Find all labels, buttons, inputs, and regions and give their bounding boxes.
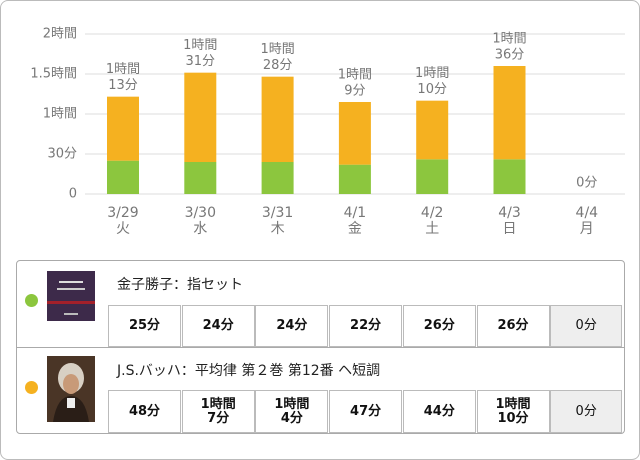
weekday-label: 木 [271, 221, 285, 237]
total-label: 1時間 [338, 68, 372, 83]
practice-table: 金子勝子：指セット 25分 24分 24分 22分 26分 26分 0分 J.S.バッハ：平… [16, 260, 625, 434]
time-cell: 25分 [108, 305, 181, 347]
weekday-label: 土 [425, 221, 439, 237]
bar-segment [416, 100, 449, 160]
time-cell: 0分 [550, 390, 623, 433]
time-cell: 24分 [255, 305, 329, 347]
y-tick-label: 1.5時間 [30, 67, 77, 82]
total-label: 0分 [576, 176, 597, 191]
total-label: 1時間 [106, 62, 140, 77]
time-cell: 26分 [402, 305, 476, 347]
total-label: 10分 [417, 82, 447, 97]
time-cell: 22分 [329, 305, 403, 347]
piece-title: 金子勝子：指セット [117, 277, 243, 293]
y-tick-label: 1時間 [43, 107, 77, 122]
x-tick-label: 4/1 [344, 205, 367, 221]
total-label: 36分 [495, 48, 525, 63]
cover-image [47, 271, 95, 321]
bar-segment [107, 96, 139, 161]
time-cell: 24分 [181, 305, 255, 347]
table-row: 金子勝子：指セット 25分 24分 24分 22分 26分 26分 0分 [17, 261, 624, 348]
bar-segment [493, 66, 526, 160]
total-label: 1時間 [492, 32, 526, 47]
weekday-label: 金 [348, 221, 362, 237]
x-tick-label: 3/31 [262, 205, 293, 221]
x-tick-label: 4/3 [498, 205, 521, 221]
bar-segment [184, 162, 217, 194]
time-cell: 1時間 7分 [181, 390, 255, 433]
total-label: 13分 [108, 78, 138, 93]
bar-segment [107, 160, 139, 194]
y-tick-label: 0 [69, 187, 77, 202]
table-row: J.S.バッハ：平均律 第２巻 第12番 ヘ短調 48分 1時間 7分 1時間 4分… [17, 347, 624, 433]
portrait-image [47, 356, 95, 422]
total-label: 31分 [186, 54, 216, 69]
time-cell: 48分 [108, 390, 181, 433]
piece-title: J.S.バッハ：平均律 第２巻 第12番 ヘ短調 [117, 363, 381, 379]
total-label: 1時間 [415, 66, 449, 81]
total-label: 9分 [344, 84, 365, 99]
weekday-label: 月 [580, 221, 594, 237]
bar-segment [261, 162, 294, 194]
bar-segment [261, 76, 294, 162]
bar-segment [184, 72, 217, 162]
bar-segment [416, 159, 449, 194]
x-tick-label: 3/29 [107, 205, 138, 221]
legend-dot [25, 381, 38, 394]
y-tick-label: 2時間 [43, 27, 77, 42]
time-cell: 1時間 10分 [476, 390, 550, 433]
time-cell: 26分 [476, 305, 550, 347]
y-tick-label: 30分 [47, 147, 77, 162]
bar-segment [493, 159, 526, 194]
time-cell: 47分 [329, 390, 403, 433]
weekday-label: 火 [116, 221, 130, 237]
x-tick-label: 3/30 [185, 205, 216, 221]
weekday-label: 水 [193, 221, 207, 237]
time-cell: 1時間 4分 [255, 390, 329, 433]
total-label: 28分 [263, 58, 293, 73]
total-label: 1時間 [260, 42, 294, 57]
time-cell: 44分 [402, 390, 476, 433]
total-label: 1時間 [183, 38, 217, 53]
chart: 030分1時間1.5時間2時間1時間13分3/29火1時間31分3/30水1時間… [30, 27, 625, 237]
x-tick-label: 4/2 [421, 205, 444, 221]
legend-dot [25, 294, 38, 307]
bar-segment [338, 164, 371, 194]
bar-segment [338, 102, 371, 165]
time-cell: 0分 [550, 305, 623, 347]
weekday-label: 日 [503, 221, 517, 237]
x-tick-label: 4/4 [576, 205, 599, 221]
